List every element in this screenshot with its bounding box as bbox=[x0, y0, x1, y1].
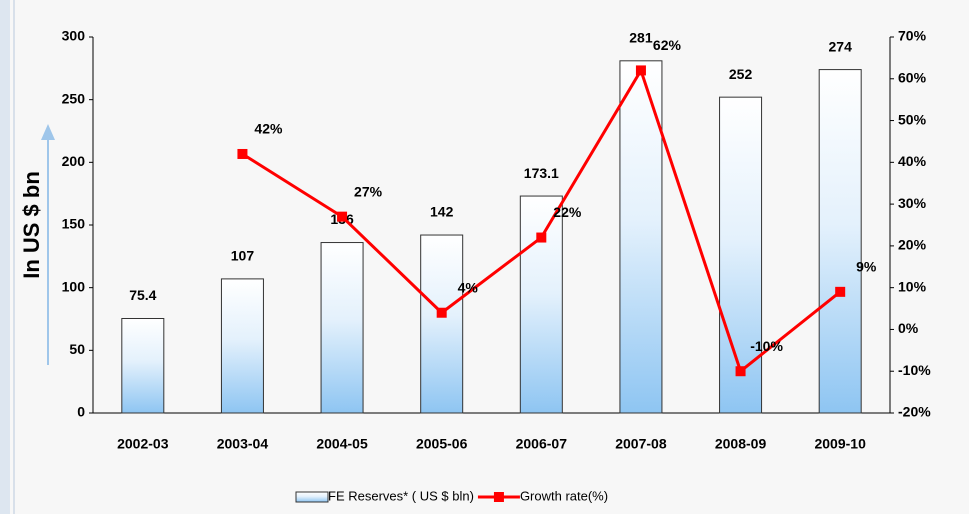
bar bbox=[619, 60, 663, 414]
y-tick-label: 250 bbox=[62, 90, 86, 106]
bar bbox=[220, 278, 264, 414]
y2-tick-label: 10% bbox=[898, 278, 927, 294]
line-marker bbox=[536, 232, 547, 243]
line-marker bbox=[237, 148, 248, 159]
line-value-label: 27% bbox=[354, 183, 383, 199]
x-tick-label: 2004-05 bbox=[316, 436, 368, 452]
y-tick-label: 0 bbox=[77, 404, 85, 420]
bar-value-label: 281 bbox=[629, 30, 653, 46]
y-tick-label: 100 bbox=[62, 278, 86, 294]
line-marker bbox=[835, 286, 846, 297]
y2-tick-label: -20% bbox=[898, 404, 931, 420]
line-value-label: 62% bbox=[653, 37, 682, 53]
y2-tick-label: 70% bbox=[898, 28, 927, 44]
bar bbox=[719, 96, 763, 414]
line-marker bbox=[337, 211, 348, 222]
line-marker bbox=[436, 307, 447, 318]
line-value-label: -10% bbox=[750, 338, 783, 354]
bar bbox=[121, 317, 165, 414]
y-tick-label: 50 bbox=[69, 341, 85, 357]
y2-tick-label: 40% bbox=[898, 153, 927, 169]
y-tick-label: 200 bbox=[62, 153, 86, 169]
line-marker bbox=[635, 65, 646, 76]
line-marker bbox=[735, 366, 746, 377]
y-tick-label: 300 bbox=[62, 28, 86, 44]
x-tick-label: 2005-06 bbox=[416, 436, 468, 452]
y2-tick-label: 30% bbox=[898, 195, 927, 211]
x-tick-label: 2002-03 bbox=[117, 436, 169, 452]
bar bbox=[519, 195, 563, 414]
bar-value-label: 274 bbox=[829, 38, 853, 54]
x-tick-label: 2007-08 bbox=[615, 436, 667, 452]
legend-label: Growth rate(%) bbox=[520, 488, 608, 503]
bar-value-label: 107 bbox=[231, 248, 255, 264]
bar bbox=[420, 234, 464, 414]
x-tick-label: 2003-04 bbox=[217, 436, 269, 452]
bar-value-label: 173.1 bbox=[524, 165, 559, 181]
line-value-label: 9% bbox=[856, 259, 877, 275]
x-tick-label: 2009-10 bbox=[814, 436, 866, 452]
legend-marker bbox=[493, 492, 504, 502]
bar bbox=[818, 69, 862, 414]
line-value-label: 42% bbox=[254, 121, 283, 137]
line-value-label: 22% bbox=[553, 204, 582, 220]
x-tick-label: 2006-07 bbox=[516, 436, 568, 452]
y2-tick-label: 0% bbox=[898, 320, 919, 336]
y2-tick-label: 50% bbox=[898, 111, 927, 127]
y2-tick-label: 60% bbox=[898, 69, 927, 85]
legend-swatch bbox=[295, 491, 329, 503]
side-border bbox=[0, 0, 10, 514]
y2-tick-label: -10% bbox=[898, 362, 931, 378]
bar-value-label: 142 bbox=[430, 204, 454, 220]
y2-tick-label: 20% bbox=[898, 237, 927, 253]
bar bbox=[320, 242, 364, 414]
legend-label: FE Reserves* ( US $ bln) bbox=[328, 488, 474, 503]
y-axis-label: In US $ bn bbox=[19, 171, 44, 279]
arrow-head bbox=[41, 124, 55, 140]
bar-value-label: 252 bbox=[729, 66, 753, 82]
line-value-label: 4% bbox=[458, 279, 479, 295]
x-tick-label: 2008-09 bbox=[715, 436, 767, 452]
y-tick-label: 150 bbox=[62, 216, 86, 232]
bar-value-label: 75.4 bbox=[129, 287, 156, 303]
